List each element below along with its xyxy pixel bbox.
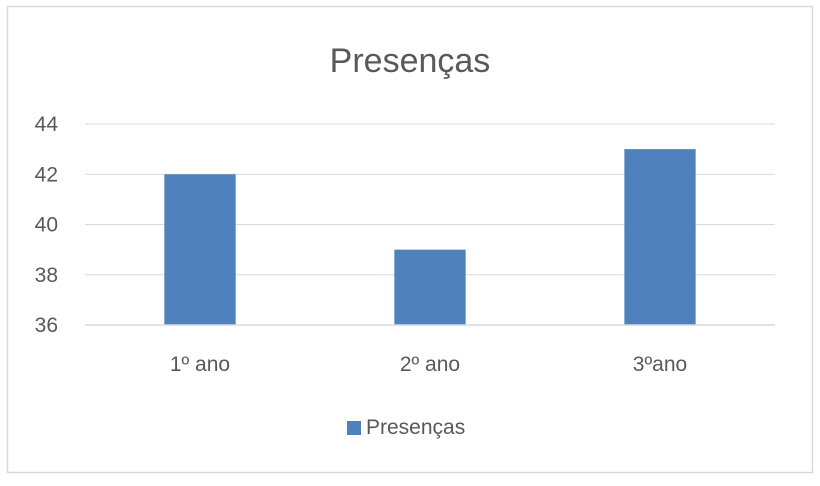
y-tick-label: 40 bbox=[35, 214, 58, 237]
legend-swatch bbox=[347, 421, 361, 435]
bars bbox=[164, 149, 696, 325]
x-tick-label: 1º ano bbox=[170, 353, 230, 376]
bar-3 bbox=[624, 149, 696, 325]
bar-1 bbox=[164, 174, 236, 325]
chart-title: Presenças bbox=[330, 42, 491, 80]
x-tick-label: 2º ano bbox=[400, 353, 460, 376]
y-axis-tick-labels: 36 38 40 42 44 bbox=[35, 113, 59, 337]
legend-label: Presenças bbox=[366, 416, 465, 439]
x-tick-label: 3ºano bbox=[633, 353, 687, 376]
y-tick-label: 42 bbox=[35, 163, 58, 186]
y-tick-label: 44 bbox=[35, 113, 59, 136]
legend: Presenças bbox=[347, 416, 465, 439]
y-tick-label: 36 bbox=[35, 314, 58, 337]
y-tick-label: 38 bbox=[35, 264, 58, 287]
bar-2 bbox=[394, 249, 466, 325]
x-axis-tick-labels: 1º ano 2º ano 3ºano bbox=[170, 353, 687, 376]
